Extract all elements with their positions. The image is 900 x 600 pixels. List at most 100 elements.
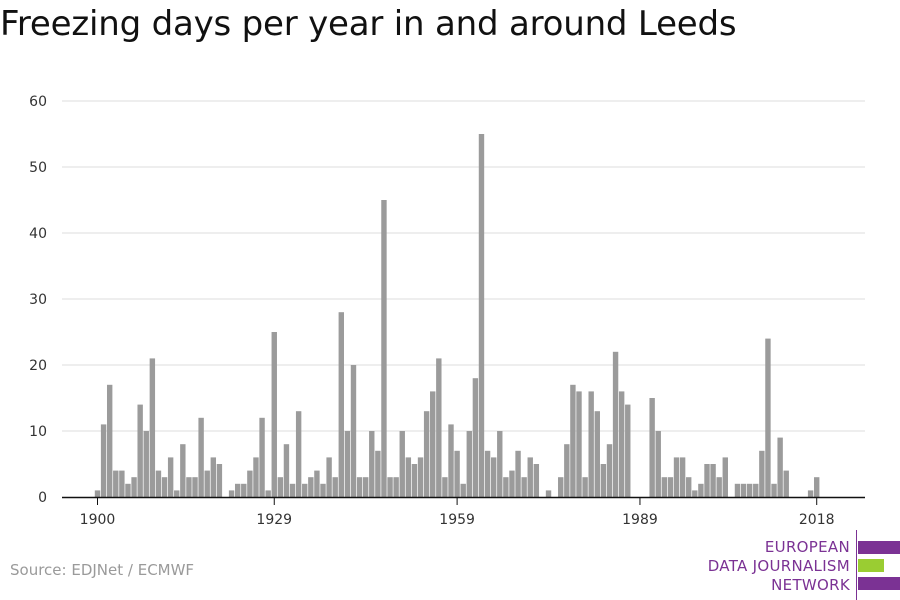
bar-1916 — [192, 477, 198, 497]
bar-1992 — [655, 431, 661, 497]
x-tick-label: 1959 — [439, 512, 475, 528]
y-tick-label: 10 — [29, 424, 47, 440]
bar-1913 — [174, 490, 180, 497]
bar-1919 — [210, 457, 217, 497]
bar-1985 — [612, 351, 619, 497]
bar-1981 — [588, 391, 594, 497]
bar-1955 — [430, 391, 436, 497]
bar-1926 — [253, 457, 259, 497]
bar-1962 — [472, 378, 479, 497]
x-tick-label: 1929 — [256, 512, 292, 528]
bar-2013 — [783, 470, 789, 497]
bar-2002 — [716, 477, 722, 497]
bar-1945 — [369, 431, 375, 497]
bar-1978 — [570, 384, 576, 497]
bars — [94, 134, 820, 497]
bar-1987 — [625, 404, 631, 497]
bar-1960 — [460, 483, 466, 497]
bar-1923 — [234, 483, 241, 497]
bar-1971 — [527, 457, 533, 497]
bar-1963 — [478, 134, 485, 497]
bar-1956 — [436, 358, 442, 497]
gridlines — [62, 100, 865, 432]
bar-1952 — [411, 464, 418, 497]
bar-1936 — [314, 470, 320, 497]
bar-1953 — [417, 457, 424, 497]
bar-1918 — [204, 470, 210, 497]
bar-1965 — [490, 457, 497, 497]
bar-1937 — [320, 483, 326, 497]
bar-2000 — [704, 464, 710, 497]
bar-2005 — [734, 483, 741, 497]
y-tick-label: 50 — [29, 160, 47, 176]
bar-1905 — [125, 483, 131, 497]
bar-1977 — [564, 444, 570, 497]
bar-1980 — [582, 477, 588, 497]
bar-1930 — [277, 477, 284, 497]
bar-1939 — [332, 477, 338, 497]
bar-1927 — [259, 417, 265, 497]
edjnet-logo: EUROPEAN DATA JOURNALISM NETWORK — [700, 530, 900, 600]
bar-1970 — [521, 477, 527, 497]
bar-1942 — [350, 365, 357, 497]
bar-1907 — [137, 404, 143, 497]
bar-1969 — [515, 450, 521, 497]
bar-2009 — [759, 450, 765, 497]
bar-1902 — [106, 384, 113, 497]
bar-1932 — [289, 483, 296, 497]
y-tick-label: 40 — [29, 226, 47, 242]
source-note: Source: EDJNet / ECMWF — [10, 561, 195, 579]
bar-1951 — [405, 457, 412, 497]
bar-1931 — [283, 444, 290, 497]
chart-title: Freezing days per year in and around Lee… — [0, 4, 737, 44]
bar-1961 — [466, 431, 472, 497]
x-tick-label: 1900 — [80, 512, 116, 528]
bar-2008 — [753, 483, 759, 497]
bar-1940 — [338, 312, 344, 497]
bar-1909 — [149, 358, 156, 497]
bar-1928 — [265, 490, 271, 497]
bar-1958 — [448, 424, 454, 497]
bar-2017 — [807, 490, 814, 497]
y-tick-label: 0 — [38, 490, 47, 506]
bar-1904 — [119, 470, 125, 497]
bar-1920 — [216, 464, 223, 497]
bar-1925 — [247, 470, 253, 497]
bar-1911 — [161, 477, 168, 497]
bar-2006 — [740, 483, 747, 497]
x-tick-label: 2018 — [799, 512, 835, 528]
bar-2011 — [771, 483, 777, 497]
y-axis-ticks: 0 10 20 30 40 50 60 — [29, 94, 47, 506]
logo-line-3: NETWORK — [771, 576, 850, 594]
bar-1983 — [600, 464, 607, 497]
bar-1979 — [576, 391, 582, 497]
bar-1976 — [558, 477, 564, 497]
logo-bar-purple-top — [858, 541, 900, 554]
bar-1949 — [393, 477, 399, 497]
y-tick-label: 60 — [29, 94, 47, 110]
bar-1972 — [533, 464, 540, 497]
bar-1966 — [497, 431, 503, 497]
bar-1984 — [606, 444, 613, 497]
bar-1935 — [308, 477, 314, 497]
logo-bar-green — [858, 559, 884, 572]
bar-1908 — [143, 431, 149, 497]
bar-2010 — [765, 338, 771, 497]
bar-1915 — [186, 477, 192, 497]
bar-1941 — [344, 431, 351, 497]
bar-1903 — [113, 470, 119, 497]
bar-1999 — [698, 483, 704, 497]
bar-1948 — [387, 477, 393, 497]
bar-1998 — [692, 490, 698, 497]
bar-2001 — [710, 464, 716, 497]
bar-1924 — [241, 483, 247, 497]
logo-bar-purple-bottom — [858, 577, 900, 590]
bar-1964 — [484, 450, 491, 497]
x-tick-label: 1989 — [622, 512, 658, 528]
bar-1994 — [667, 477, 674, 497]
bar-1957 — [442, 477, 448, 497]
bar-1906 — [131, 477, 137, 497]
bar-1986 — [618, 391, 625, 497]
x-axis-ticks: 1900 1929 1959 1989 2018 — [80, 497, 835, 528]
